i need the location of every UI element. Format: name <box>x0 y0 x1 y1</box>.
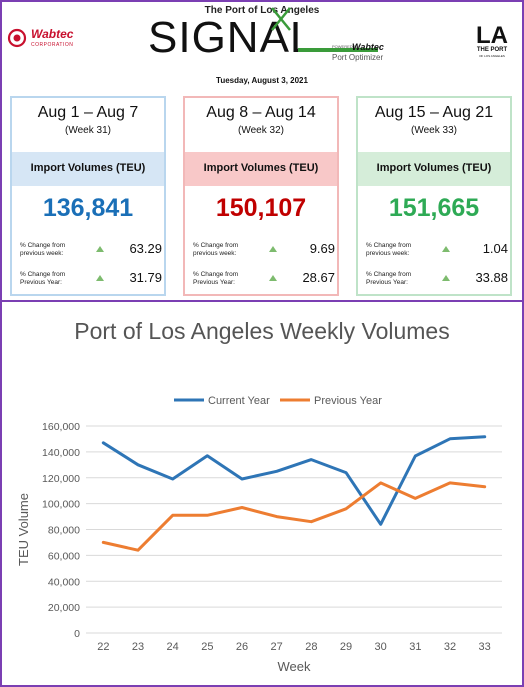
card-date-range: Aug 15 – Aug 21 <box>374 104 494 121</box>
wabtec-logo-icon <box>7 28 27 48</box>
x-tick-label: 28 <box>305 641 317 653</box>
card-date-range: Aug 8 – Aug 14 <box>206 104 316 121</box>
x-tick-label: 26 <box>236 641 248 653</box>
wabtec-logo-subtext: CORPORATION <box>31 42 74 48</box>
report-date: Tuesday, August 3, 2021 <box>216 76 308 85</box>
stat-value: 9.69 <box>309 241 335 256</box>
wabtec-logo-text: Wabtec <box>31 27 74 41</box>
card-import-volume: 136,841 <box>42 194 134 222</box>
card-week-label: (Week 32) <box>238 125 284 136</box>
stat-value: 33.88 <box>475 270 508 285</box>
stat-label: % Change from Previous Year: <box>193 271 239 286</box>
card-band-label: Import Volumes (TEU) <box>203 162 319 174</box>
y-tick-label: 140,000 <box>42 447 80 459</box>
stat-value: 1.04 <box>482 241 508 256</box>
card-week-label: (Week 31) <box>65 125 111 136</box>
stat-value: 31.79 <box>129 270 162 285</box>
port-of-la-logo-icon: LA <box>476 22 508 46</box>
signal-x-icon <box>271 7 291 31</box>
stat-label: % Change from previous week: <box>366 242 412 257</box>
week-32-card: Aug 8 – Aug 14 (Week 32) Import Volumes … <box>183 96 339 296</box>
stat-value: 63.29 <box>129 241 162 256</box>
stat-value: 28.67 <box>302 270 335 285</box>
y-tick-label: 160,000 <box>42 421 80 433</box>
powered-by-label: POWERED BY <box>332 44 360 49</box>
stat-label: % Change from previous week: <box>193 242 239 257</box>
y-tick-label: 100,000 <box>42 499 80 511</box>
x-tick-label: 31 <box>409 641 421 653</box>
signal-underline <box>298 48 378 52</box>
series-line-current-year <box>101 435 487 526</box>
up-arrow-icon <box>96 246 104 252</box>
series-line-previous-year <box>101 481 487 552</box>
y-tick-label: 60,000 <box>48 550 80 562</box>
card-band: Import Volumes (TEU) <box>185 152 337 186</box>
dashboard-header-section: Wabtec CORPORATION The Port of Los Angel… <box>2 2 522 300</box>
card-stat-previous-year: % Change from Previous Year: 31.79 <box>20 269 162 291</box>
chart-plot: 0 20,000 40,000 60,000 80,000 100,000 120,000 1… <box>16 395 502 674</box>
card-week-label: (Week 33) <box>411 125 457 136</box>
x-tick-label: 29 <box>340 641 352 653</box>
up-arrow-icon <box>442 246 450 252</box>
port-of-la-logo-text: THE PORT <box>476 47 508 53</box>
y-tick-label: 120,000 <box>42 473 80 485</box>
up-arrow-icon <box>442 275 450 281</box>
port-of-la-logo-subtext: OF LOS ANGELES <box>479 54 505 58</box>
card-band: Import Volumes (TEU) <box>358 152 510 186</box>
wabtec-logo: Wabtec CORPORATION <box>7 26 87 52</box>
weekly-volumes-chart: Port of Los Angeles Weekly Volumes 0 20,0… <box>2 302 522 685</box>
port-of-la-logo: LA THE PORT OF LOS ANGELES <box>472 22 512 62</box>
card-stat-previous-week: % Change from previous week: 9.69 <box>193 240 335 262</box>
y-tick-label: 40,000 <box>48 576 80 588</box>
card-date-range: Aug 1 – Aug 7 <box>37 104 139 121</box>
y-tick-label: 20,000 <box>48 602 80 614</box>
card-stat-previous-year: % Change from Previous Year: 33.88 <box>366 269 508 291</box>
x-tick-label: 25 <box>201 641 213 653</box>
x-tick-label: 33 <box>479 641 491 653</box>
card-band-label: Import Volumes (TEU) <box>30 162 146 174</box>
signal-title: SIGNAL <box>148 13 316 62</box>
up-arrow-icon <box>96 275 104 281</box>
stat-label: % Change from previous week: <box>20 242 66 257</box>
x-tick-label: 30 <box>375 641 387 653</box>
card-band: Import Volumes (TEU) <box>12 152 164 186</box>
week-33-card: Aug 15 – Aug 21 (Week 33) Import Volumes… <box>356 96 512 296</box>
card-stat-previous-week: % Change from previous week: 1.04 <box>366 240 508 262</box>
y-axis-label: TEU Volume <box>16 493 31 566</box>
x-tick-label: 24 <box>167 641 179 653</box>
up-arrow-icon <box>269 246 277 252</box>
card-import-volume: 150,107 <box>215 194 307 222</box>
card-stat-previous-week: % Change from previous week: 63.29 <box>20 240 162 262</box>
up-arrow-icon <box>269 275 277 281</box>
x-tick-label: 22 <box>97 641 109 653</box>
card-import-volume: 151,665 <box>388 194 480 222</box>
x-tick-label: 32 <box>444 641 456 653</box>
stat-label: % Change from Previous Year: <box>366 271 412 286</box>
port-optimizer-label: Port Optimizer <box>332 53 384 62</box>
signal-pre-title: The Port of Los Angeles <box>204 5 320 16</box>
chart-title: Port of Los Angeles Weekly Volumes <box>74 318 450 344</box>
section-divider <box>2 300 522 302</box>
x-tick-label: 23 <box>132 641 144 653</box>
x-axis-label: Week <box>278 659 311 674</box>
card-band-label: Import Volumes (TEU) <box>376 162 492 174</box>
la-logo-letters: LA <box>476 22 508 46</box>
powered-by-brand: Wabtec <box>352 42 384 52</box>
stat-label: % Change from Previous Year: <box>20 271 66 286</box>
y-tick-label: 80,000 <box>48 525 80 537</box>
x-tick-label: 27 <box>271 641 283 653</box>
legend-label: Current Year <box>208 395 270 407</box>
legend-label: Previous Year <box>314 395 382 407</box>
card-stat-previous-year: % Change from Previous Year: 28.67 <box>193 269 335 291</box>
week-31-card: Aug 1 – Aug 7 (Week 31) Import Volumes (… <box>10 96 166 296</box>
y-tick-label: 0 <box>74 628 80 640</box>
